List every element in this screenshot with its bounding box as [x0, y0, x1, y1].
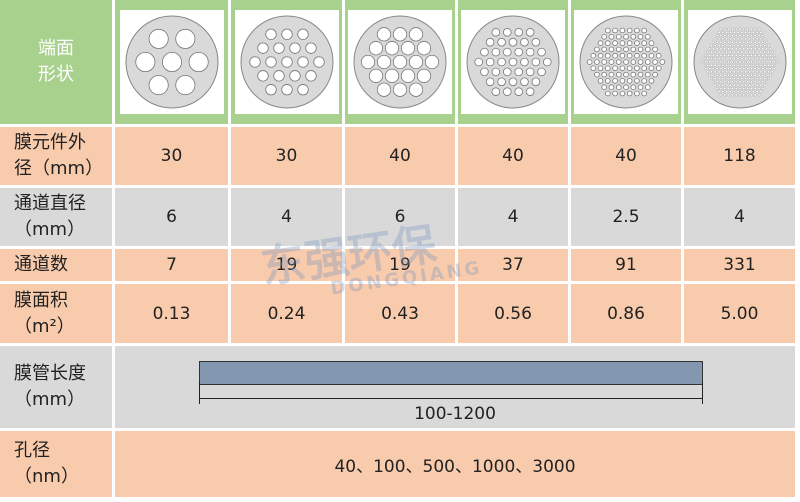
- shape-cell: [571, 0, 681, 124]
- value-cell: 6: [115, 188, 228, 246]
- pore-value: 40、100、500、1000、3000: [334, 456, 576, 477]
- row-label: （mm）: [14, 389, 86, 410]
- row-header: 孔径 （nm）: [0, 431, 112, 497]
- row-label: 通道直径: [14, 193, 86, 214]
- row-label: 膜面积: [14, 289, 68, 311]
- value-cell: 0.86: [571, 284, 681, 343]
- dimension-line: [199, 398, 703, 399]
- value: 4: [507, 207, 519, 227]
- value: 40: [502, 146, 524, 166]
- shape-cell: [231, 0, 342, 124]
- value-cell: 0.56: [458, 284, 568, 343]
- value: 7: [166, 255, 177, 275]
- row-header: 膜管长度 （mm）: [0, 346, 112, 428]
- row-label: （mm）: [14, 219, 86, 240]
- row-label: 径（mm）: [14, 158, 104, 179]
- shape-cell: [345, 0, 455, 124]
- value: 30: [160, 146, 183, 166]
- shape-cell: [458, 0, 568, 124]
- row-label: （nm）: [14, 466, 79, 487]
- value: 0.24: [267, 303, 306, 324]
- value-cell: 0.43: [345, 284, 455, 343]
- dimension-tick: [199, 382, 200, 404]
- value: 4: [281, 207, 292, 227]
- value-cell: 5.00: [684, 284, 795, 343]
- value-cell: 40: [571, 127, 681, 185]
- value: 40: [389, 146, 411, 166]
- shape-cell: [115, 0, 228, 124]
- value-cell: 19: [231, 249, 342, 281]
- value: 5.00: [720, 303, 759, 324]
- value-cell: 4: [684, 188, 795, 246]
- row-header: 膜面积 （m²）: [0, 284, 112, 343]
- row-label: 通道数: [14, 254, 68, 275]
- value-cell: 6: [345, 188, 455, 246]
- row-label: 端面: [38, 38, 74, 59]
- value: 0.86: [607, 303, 645, 324]
- value-cell: 0.24: [231, 284, 342, 343]
- value-cell: 40: [345, 127, 455, 185]
- row-label: 膜元件外: [14, 132, 86, 153]
- row-header: 膜元件外径（mm）: [0, 127, 112, 185]
- value-cell: 4: [231, 188, 342, 246]
- row-label: 孔径: [14, 440, 50, 461]
- value-cell: 4: [458, 188, 568, 246]
- value: 19: [275, 255, 298, 275]
- value: 19: [389, 255, 411, 275]
- tube-bar: [199, 361, 703, 385]
- value: 118: [723, 146, 756, 166]
- value: 6: [166, 207, 177, 227]
- length-value: 100-1200: [414, 404, 496, 424]
- shape-cell: [684, 0, 795, 124]
- row-label: 形状: [38, 64, 74, 85]
- header-label: 端面 形状: [0, 0, 112, 124]
- value-cell: 331: [684, 249, 795, 281]
- pore-cell: 40、100、500、1000、3000: [115, 431, 795, 497]
- value: 6: [394, 207, 406, 227]
- length-cell: 100-1200: [115, 346, 795, 428]
- value: 91: [615, 255, 637, 275]
- cross-section: [119, 10, 224, 114]
- cross-section: [234, 10, 339, 114]
- value-cell: 118: [684, 127, 795, 185]
- value-cell: 40: [458, 127, 568, 185]
- value-cell: 30: [231, 127, 342, 185]
- value-cell: 2.5: [571, 188, 681, 246]
- cross-section: [574, 10, 678, 114]
- value: 37: [502, 255, 524, 275]
- value: 0.13: [152, 303, 191, 324]
- row-header: 通道数: [0, 249, 112, 281]
- value-cell: 30: [115, 127, 228, 185]
- value: 4: [734, 207, 745, 227]
- value-cell: 91: [571, 249, 681, 281]
- value-cell: 37: [458, 249, 568, 281]
- value-cell: 19: [345, 249, 455, 281]
- value: 40: [615, 146, 637, 166]
- row-label: 膜管长度: [14, 363, 86, 384]
- value: 0.56: [494, 303, 532, 324]
- value: 30: [275, 146, 298, 166]
- value-cell: 7: [115, 249, 228, 281]
- cross-section: [687, 10, 792, 114]
- row-label: （m²）: [14, 315, 75, 337]
- cross-section: [348, 10, 452, 114]
- value: 2.5: [612, 207, 640, 227]
- row-header: 通道直径 （mm）: [0, 188, 112, 246]
- cross-section: [461, 10, 565, 114]
- value: 331: [723, 255, 756, 275]
- dimension-tick: [702, 382, 703, 404]
- value-cell: 0.13: [115, 284, 228, 343]
- value: 0.43: [381, 303, 419, 324]
